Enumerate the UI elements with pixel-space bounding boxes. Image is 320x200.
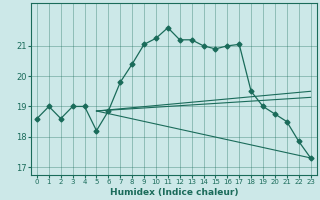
X-axis label: Humidex (Indice chaleur): Humidex (Indice chaleur) <box>109 188 238 197</box>
